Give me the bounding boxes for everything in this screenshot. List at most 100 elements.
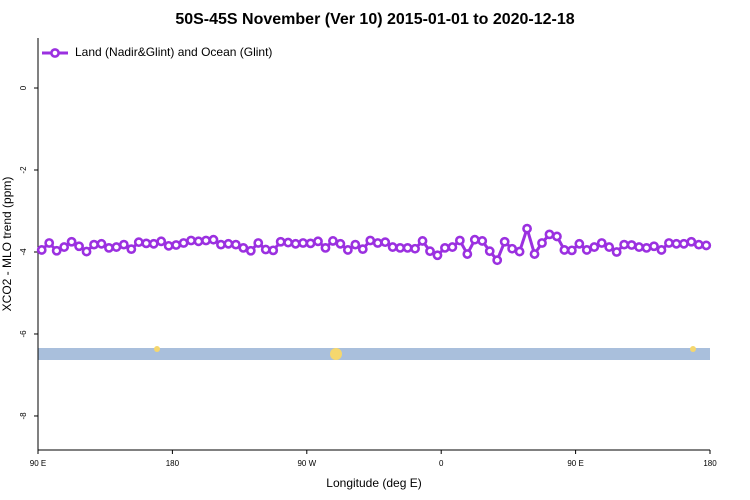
- data-point: [432, 250, 443, 261]
- data-point: [604, 242, 615, 252]
- data-point: [656, 245, 667, 255]
- y-tick-label: -2: [19, 166, 28, 174]
- data-point: [290, 238, 301, 249]
- data-point: [171, 240, 182, 250]
- data-point: [440, 242, 450, 253]
- data-point: [365, 235, 376, 246]
- data-point: [320, 242, 331, 253]
- data-point: [454, 235, 465, 246]
- data-point: [447, 242, 458, 252]
- data-point: [66, 236, 77, 247]
- data-point: [634, 242, 644, 252]
- data-point: [230, 239, 241, 250]
- data-point: [499, 236, 510, 247]
- x-axis-label: Longitude (deg E): [326, 476, 421, 490]
- x-tick-label: 90 E: [567, 459, 583, 468]
- data-point: [566, 245, 577, 256]
- data-point: [649, 241, 659, 252]
- data-point: [275, 236, 286, 247]
- data-point: [462, 249, 473, 259]
- data-point: [693, 239, 704, 250]
- data-point: [81, 246, 92, 257]
- data-point: [305, 238, 316, 249]
- data-point: [380, 237, 391, 248]
- data-point: [253, 238, 264, 248]
- data-point: [537, 238, 547, 248]
- legend-marker: [50, 48, 60, 58]
- data-point: [544, 229, 555, 240]
- x-tick-label: 180: [166, 459, 180, 468]
- data-point: [283, 237, 294, 248]
- data-point: [596, 238, 607, 248]
- data-point: [664, 238, 674, 248]
- data-point: [96, 238, 107, 249]
- data-point: [402, 242, 413, 253]
- data-point: [74, 241, 84, 252]
- data-point: [223, 238, 234, 249]
- data-point: [410, 243, 420, 254]
- data-point: [313, 236, 323, 247]
- data-point: [581, 245, 592, 255]
- data-point: [163, 240, 174, 251]
- x-tick-label: 180: [703, 459, 717, 468]
- data-point: [477, 236, 488, 246]
- data-point: [208, 234, 219, 245]
- data-point: [469, 234, 480, 245]
- data-point: [626, 240, 637, 250]
- data-point: [268, 245, 279, 256]
- data-point: [89, 239, 99, 250]
- data-point: [425, 246, 435, 257]
- y-tick-label: -8: [19, 412, 28, 420]
- data-point: [686, 236, 697, 247]
- data-point: [701, 240, 712, 251]
- data-point: [484, 246, 495, 257]
- data-point: [671, 238, 682, 249]
- y-tick-label: -4: [19, 248, 28, 256]
- data-point: [507, 243, 518, 254]
- x-tick-label: 0: [439, 459, 444, 468]
- data-point: [574, 238, 585, 249]
- data-point: [335, 238, 346, 249]
- data-point: [193, 236, 204, 247]
- data-point: [387, 242, 398, 252]
- data-point: [126, 244, 137, 255]
- x-tick-label: 90 W: [297, 459, 316, 468]
- data-point: [260, 244, 271, 255]
- data-point: [141, 238, 152, 249]
- land-patch: [690, 346, 696, 352]
- data-point: [186, 235, 196, 246]
- data-point: [492, 255, 503, 266]
- data-point: [678, 238, 689, 249]
- data-point: [350, 239, 361, 250]
- y-tick-label: 0: [19, 85, 28, 90]
- data-point: [328, 236, 338, 246]
- data-point: [342, 245, 353, 255]
- legend-label: Land (Nadir&Glint) and Ocean (Glint): [75, 45, 272, 59]
- data-point: [522, 223, 532, 234]
- data-point: [298, 238, 308, 248]
- land-patch: [330, 348, 342, 360]
- land-patch: [154, 346, 160, 352]
- x-tick-label: 90 E: [30, 459, 46, 468]
- data-point: [148, 238, 159, 249]
- data-point: [529, 249, 540, 259]
- y-axis-label: XCO2 - MLO trend (ppm): [0, 177, 14, 312]
- data-point: [44, 238, 55, 248]
- data-point: [357, 244, 368, 255]
- data-point: [118, 239, 129, 250]
- data-point: [178, 238, 189, 248]
- ocean-band: [38, 348, 710, 360]
- data-point: [395, 242, 406, 253]
- data-point: [619, 239, 630, 250]
- data-point: [641, 242, 652, 253]
- data-point: [559, 245, 570, 255]
- data-point: [104, 242, 114, 253]
- data-point: [51, 245, 62, 256]
- data-point: [372, 238, 383, 248]
- data-point: [59, 242, 70, 252]
- data-point: [611, 247, 622, 257]
- data-point: [245, 245, 256, 256]
- data-point: [156, 236, 167, 247]
- data-point: [111, 242, 122, 252]
